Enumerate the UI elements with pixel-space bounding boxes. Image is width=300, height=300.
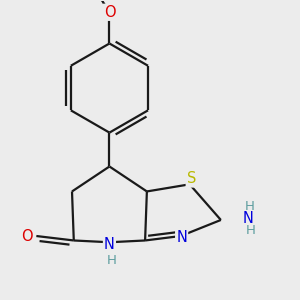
Text: H: H <box>107 254 117 267</box>
Text: O: O <box>103 5 115 20</box>
Text: H: H <box>246 224 256 237</box>
Text: S: S <box>187 172 196 187</box>
Text: N: N <box>176 230 187 245</box>
Text: O: O <box>22 229 33 244</box>
Text: N: N <box>104 236 115 251</box>
Text: N: N <box>242 211 253 226</box>
Text: H: H <box>244 200 254 213</box>
